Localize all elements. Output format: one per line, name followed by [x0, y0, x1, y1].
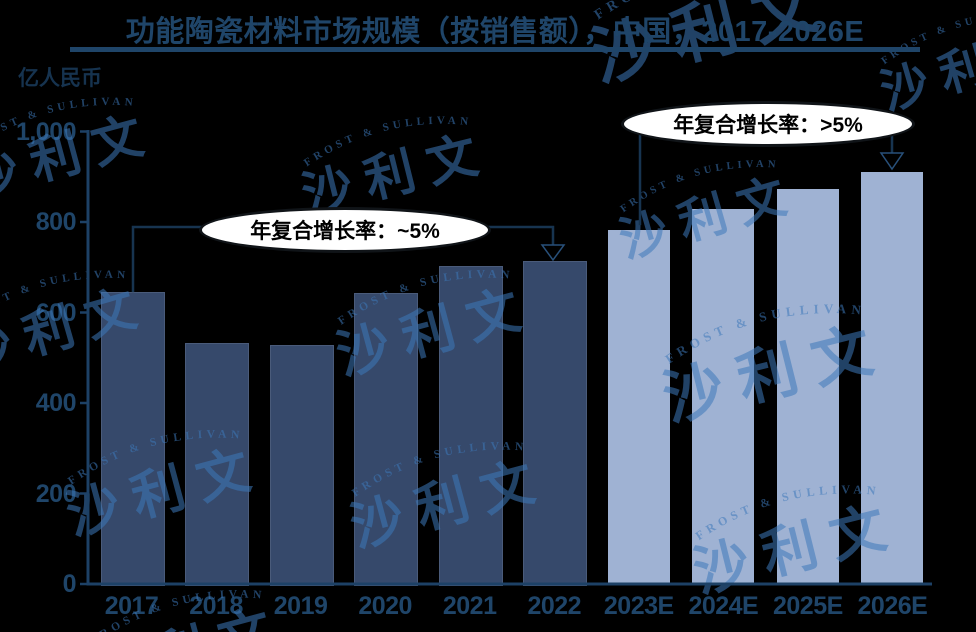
bar-2020	[354, 293, 419, 586]
x-label-2024E: 2024E	[688, 592, 759, 620]
bar-2026E	[861, 172, 924, 584]
y-tick-label-200: 200	[35, 479, 77, 508]
cagr-callout-historical: 年复合增长率：~5%	[199, 207, 491, 253]
cagr-forecast-label: 年复合增长率：>5%	[673, 114, 863, 137]
cagr-callout-forecast: 年复合增长率：>5%	[621, 101, 915, 147]
bar-2022	[523, 261, 588, 586]
x-label-2018: 2018	[189, 592, 243, 620]
x-label-2019: 2019	[273, 592, 328, 620]
bar-2019	[269, 344, 334, 586]
bar-2024E	[692, 209, 755, 584]
y-tick-label-800: 800	[35, 208, 77, 236]
x-label-2017: 2017	[104, 592, 159, 620]
y-tick-label-0: 0	[62, 570, 77, 598]
y-tick-label-1000: 1,000	[15, 117, 77, 146]
x-label-2026E: 2026E	[857, 592, 928, 620]
title-underline	[70, 47, 920, 52]
bar-2018	[185, 343, 250, 586]
bar-2023E	[607, 230, 670, 584]
x-label-2021: 2021	[442, 592, 497, 620]
bar-2017	[100, 292, 165, 586]
x-label-2020: 2020	[358, 592, 412, 620]
bar-2025E	[776, 188, 839, 584]
y-tick-label-600: 600	[35, 298, 77, 327]
x-label-2025E: 2025E	[772, 592, 843, 620]
bar-2021	[438, 265, 503, 586]
cagr-historical-label: 年复合增长率：~5%	[250, 220, 440, 243]
y-axis-unit-label: 亿人民币	[18, 67, 102, 90]
x-label-2023E: 2023E	[603, 592, 674, 620]
x-label-2022: 2022	[527, 592, 582, 620]
y-tick-label-400: 400	[35, 389, 77, 417]
chart-title: 功能陶瓷材料市场规模（按销售额），中国，2017-2026E	[125, 16, 865, 48]
